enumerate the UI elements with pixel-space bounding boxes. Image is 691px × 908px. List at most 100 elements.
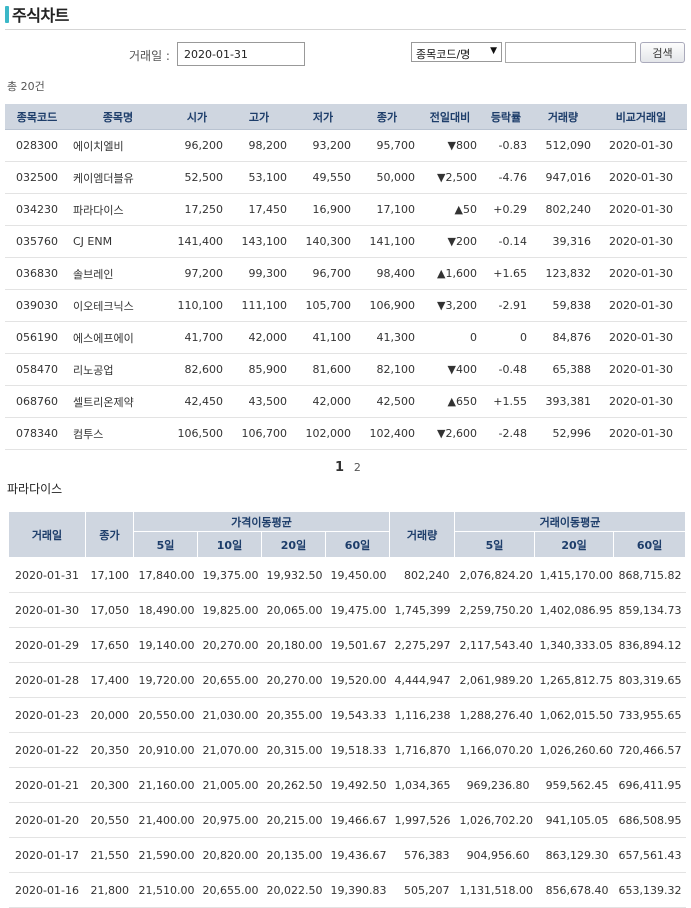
header-close: 종가: [85, 511, 134, 558]
volume-ma-5: 1,288,276.40: [454, 697, 535, 733]
low-price: 93,200: [291, 129, 355, 162]
price-ma-5: 18,490.00: [133, 592, 198, 628]
price-ma-10: 21,005.00: [197, 767, 262, 803]
volume: 512,090: [531, 129, 595, 162]
volume-ma-60: 733,955.65: [613, 697, 686, 733]
price-ma-5: 21,510.00: [133, 872, 198, 908]
change-value: 2,600: [445, 427, 478, 440]
volume-ma-5: 904,956.60: [454, 837, 535, 873]
table-row[interactable]: 039030 이오테크닉스 110,100 111,100 105,700 106,900…: [5, 289, 687, 322]
triangle-down-icon: ▼: [437, 171, 446, 184]
price-ma-5: 21,400.00: [133, 802, 198, 838]
volume-ma-60: 720,466.57: [613, 732, 686, 768]
volume: 123,832: [531, 257, 595, 290]
stock-name-link[interactable]: 솔브레인: [69, 257, 167, 290]
open-price: 96,200: [167, 129, 227, 162]
high-price: 85,900: [227, 353, 291, 386]
header-col-close: 종가: [355, 104, 419, 130]
volume-ma-60: 657,561.43: [613, 837, 686, 873]
table-row[interactable]: 034230 파라다이스 17,250 17,450 16,900 17,100 ▲50 +0…: [5, 193, 687, 226]
table-row: 2020-01-20 20,550 21,400.00 20,975.00 20,215…: [8, 802, 686, 838]
close-price: 21,550: [85, 837, 134, 873]
close-price: 42,500: [355, 385, 419, 418]
trade-date: 2020-01-21: [8, 767, 86, 803]
close-price: 50,000: [355, 161, 419, 194]
open-price: 106,500: [167, 417, 227, 450]
volume-ma-60: 836,894.12: [613, 627, 686, 663]
stock-name-link[interactable]: 컴투스: [69, 417, 167, 450]
change-rate: -2.48: [481, 417, 531, 450]
table-row[interactable]: 078340 컴투스 106,500 106,700 102,000 102,400 ▼2,…: [5, 417, 687, 450]
change-cell: ▲650: [419, 385, 481, 418]
low-price: 42,000: [291, 385, 355, 418]
stock-name-link[interactable]: 파라다이스: [69, 193, 167, 226]
price-ma-60: 19,501.67: [325, 627, 390, 663]
table-row[interactable]: 028300 에이치엘비 96,200 98,200 93,200 95,700 ▼800-…: [5, 129, 687, 162]
change-cell: ▼200: [419, 225, 481, 258]
stock-list-header-row: 종목코드 종목명 시가 고가 저가 종가 전일대비 등락률 거래량 비교거래일: [5, 104, 687, 130]
change-rate: -0.14: [481, 225, 531, 258]
price-ma-20: 20,215.00: [261, 802, 326, 838]
trade-date: 2020-01-29: [8, 627, 86, 663]
open-price: 110,100: [167, 289, 227, 322]
volume-ma-20: 959,562.45: [534, 767, 614, 803]
date-input[interactable]: [177, 42, 305, 66]
change-cell: ▼2,500: [419, 161, 481, 194]
volume-ma-5: 2,076,824.20: [454, 557, 535, 593]
low-price: 16,900: [291, 193, 355, 226]
page-link-current[interactable]: 1: [335, 460, 345, 475]
search-type-select[interactable]: 종목코드/명 ▼: [411, 42, 502, 62]
close-price: 17,650: [85, 627, 134, 663]
table-row[interactable]: 035760 CJ ENM 141,400 143,100 140,300 141,100…: [5, 225, 687, 258]
header-volume-ma-20: 20일: [534, 531, 615, 558]
volume-ma-5: 1,131,518.00: [454, 872, 535, 908]
price-ma-10: 21,030.00: [197, 697, 262, 733]
triangle-down-icon: ▼: [437, 299, 446, 312]
volume: 52,996: [531, 417, 595, 450]
date-label: 거래일 :: [129, 49, 170, 63]
stock-code: 068760: [5, 385, 69, 418]
table-row[interactable]: 058470 리노공업 82,600 85,900 81,600 82,100 ▼400 -0…: [5, 353, 687, 386]
price-ma-60: 19,475.00: [325, 592, 390, 628]
table-row[interactable]: 032500 케이엠더블유 52,500 53,100 49,550 50,000 ▼2,5…: [5, 161, 687, 194]
close-price: 21,800: [85, 872, 134, 908]
change-cell: ▼800: [419, 129, 481, 162]
pagination: 1 2: [335, 460, 361, 475]
change-value: 3,200: [445, 299, 478, 312]
title-accent-bar: [5, 5, 9, 23]
volume: 1,997,526: [389, 802, 455, 838]
header-price-ma-60: 60일: [324, 531, 391, 558]
title-divider: [5, 29, 686, 30]
code-search-input[interactable]: [505, 42, 636, 63]
volume: 65,388: [531, 353, 595, 386]
table-row: 2020-01-17 21,550 21,590.00 20,820.00 20,135…: [8, 837, 686, 873]
price-ma-10: 19,825.00: [197, 592, 262, 628]
change-value: 650: [456, 395, 477, 408]
table-row[interactable]: 056190 에스에프에이 41,700 42,000 41,100 41,300 0 0 84…: [5, 321, 687, 354]
table-row[interactable]: 036830 솔브레인 97,200 99,300 96,700 98,400 ▲1,600…: [5, 257, 687, 290]
price-ma-60: 19,492.50: [325, 767, 390, 803]
stock-name-link[interactable]: 에스에프에이: [69, 321, 167, 354]
stock-code: 058470: [5, 353, 69, 386]
stock-name-link[interactable]: 케이엠더블유: [69, 161, 167, 194]
page-link[interactable]: 2: [353, 461, 361, 474]
stock-code: 032500: [5, 161, 69, 194]
table-row[interactable]: 068760 셀트리온제약 42,450 43,500 42,000 42,500 ▲650…: [5, 385, 687, 418]
stock-name-link[interactable]: 셀트리온제약: [69, 385, 167, 418]
stock-name-link[interactable]: 리노공업: [69, 353, 167, 386]
volume-ma-60: 686,508.95: [613, 802, 686, 838]
open-price: 97,200: [167, 257, 227, 290]
header-col-code: 종목코드: [5, 104, 69, 130]
price-ma-20: 20,135.00: [261, 837, 326, 873]
stock-name-link[interactable]: 에이치엘비: [69, 129, 167, 162]
stock-code: 078340: [5, 417, 69, 450]
change-rate: +1.55: [481, 385, 531, 418]
price-ma-20: 20,355.00: [261, 697, 326, 733]
price-ma-5: 17,840.00: [133, 557, 198, 593]
header-price-ma-10: 10일: [197, 531, 262, 558]
search-button[interactable]: 검색: [640, 42, 685, 63]
stock-name-link[interactable]: 이오테크닉스: [69, 289, 167, 322]
close-price: 141,100: [355, 225, 419, 258]
volume-ma-5: 2,061,989.20: [454, 662, 535, 698]
stock-name-link[interactable]: CJ ENM: [69, 225, 167, 258]
